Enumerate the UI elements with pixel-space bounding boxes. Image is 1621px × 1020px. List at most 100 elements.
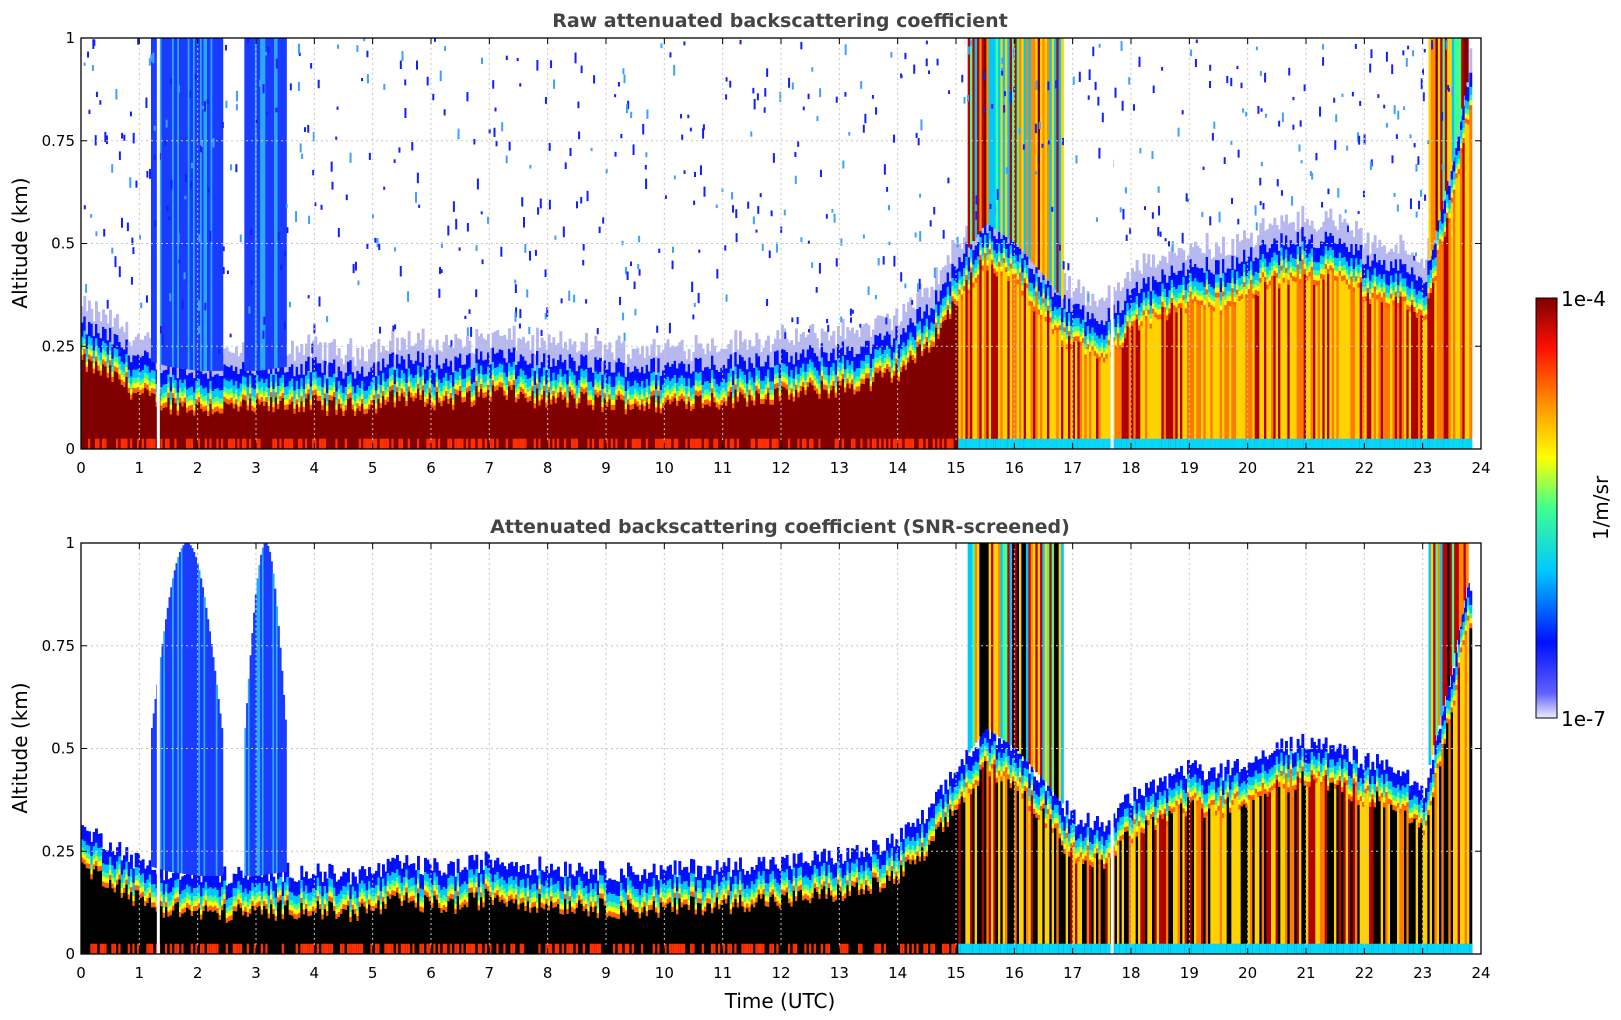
- heatmap-cell: [382, 381, 385, 387]
- heatmap-cell: [1334, 280, 1337, 449]
- heatmap-cell: [1170, 265, 1174, 280]
- heatmap-cell: [949, 318, 952, 449]
- heatmap-cell: [804, 438, 808, 449]
- heatmap-cell: [869, 438, 873, 449]
- heatmap-cell: [650, 373, 654, 382]
- heatmap-cell: [1390, 293, 1393, 299]
- heatmap-cell: [1243, 438, 1246, 449]
- heatmap-cell: [146, 366, 150, 375]
- heatmap-cell: [328, 342, 332, 363]
- heatmap-cell: [862, 324, 866, 347]
- heatmap-cell: [295, 381, 299, 390]
- heatmap-cell: [344, 387, 348, 396]
- heatmap-cell: [1420, 78, 1423, 90]
- heatmap-cell: [631, 371, 635, 386]
- heatmap-cell: [1016, 269, 1020, 275]
- heatmap-cell: [764, 389, 768, 395]
- heatmap-cell: [461, 402, 465, 449]
- heatmap-cell: [1040, 309, 1043, 315]
- heatmap-cell: [1254, 257, 1258, 272]
- heatmap-cell: [202, 438, 206, 449]
- heatmap-cell: [447, 403, 451, 449]
- heatmap-cell: [1217, 282, 1221, 288]
- heatmap-cell: [207, 406, 210, 412]
- heatmap-cell: [848, 383, 852, 389]
- heatmap-cell: [1373, 286, 1377, 292]
- heatmap-cell: [573, 361, 577, 376]
- heatmap-cell: [242, 399, 245, 449]
- heatmap-cell: [174, 393, 178, 399]
- heatmap-cell: [958, 284, 962, 290]
- heatmap-cell: [202, 374, 206, 389]
- heatmap-cell: [1418, 262, 1421, 277]
- heatmap-cell: [750, 377, 754, 386]
- heatmap-cell: [1371, 288, 1375, 294]
- heatmap-cell: [197, 402, 201, 449]
- heatmap-cell: [872, 382, 875, 449]
- heatmap-cell: [106, 377, 110, 449]
- heatmap-cell: [753, 405, 756, 449]
- heatmap-cell: [788, 389, 791, 395]
- heatmap-cell: [291, 396, 294, 402]
- heatmap-cell: [785, 339, 789, 353]
- heatmap-cell: [272, 389, 276, 398]
- heatmap-cell: [687, 396, 691, 402]
- heatmap-cell: [258, 438, 262, 449]
- heatmap-cell: [1166, 262, 1169, 283]
- heatmap-cell: [907, 352, 910, 358]
- heatmap-cell: [1147, 304, 1151, 310]
- heatmap-cell: [774, 378, 777, 384]
- heatmap-cell: [267, 406, 271, 412]
- heatmap-cell: [407, 438, 411, 449]
- heatmap-cell: [134, 355, 138, 371]
- heatmap-cell: [1196, 299, 1200, 305]
- heatmap-cell: [1322, 242, 1326, 257]
- heatmap-cell: [134, 388, 138, 394]
- heatmap-cell: [1292, 124, 1295, 130]
- heatmap-cell: [580, 391, 584, 449]
- heatmap-cell: [893, 360, 896, 366]
- heatmap-cell: [575, 385, 579, 394]
- heatmap-cell: [1161, 306, 1165, 449]
- heatmap-cell: [438, 350, 441, 366]
- heatmap-cell: [473, 405, 476, 449]
- heatmap-cell: [1140, 321, 1144, 327]
- heatmap-cell: [972, 438, 976, 449]
- heatmap-cell: [1261, 277, 1265, 449]
- heatmap-cell: [818, 388, 822, 394]
- heatmap-cell: [508, 371, 511, 377]
- heatmap-cell: [1096, 358, 1099, 449]
- heatmap-cell: [111, 381, 115, 449]
- heatmap-cell: [627, 399, 630, 405]
- heatmap-cell: [713, 345, 717, 365]
- heatmap-cell: [806, 372, 810, 378]
- heatmap-cell: [132, 369, 136, 378]
- heatmap-cell: [1002, 258, 1006, 264]
- heatmap-cell: [473, 367, 476, 383]
- heatmap-cell: [928, 329, 931, 338]
- heatmap-cell: [713, 397, 717, 403]
- heatmap-cell: [1068, 438, 1071, 449]
- heatmap-cell: [1294, 282, 1298, 449]
- heatmap-cell: [1219, 292, 1223, 301]
- heatmap-cell: [153, 356, 157, 371]
- heatmap-cell: [872, 377, 875, 383]
- heatmap-cell: [1016, 247, 1020, 262]
- heatmap-cell: [554, 388, 558, 394]
- heatmap-cell: [1289, 254, 1293, 263]
- heatmap-cell: [379, 370, 383, 386]
- heatmap-cell: [550, 399, 553, 405]
- heatmap-cell: [431, 397, 434, 403]
- heatmap-cell: [1278, 265, 1281, 274]
- heatmap-cell: [130, 362, 133, 377]
- heatmap-cell: [1296, 232, 1300, 247]
- heatmap-cell: [559, 354, 563, 369]
- heatmap-cell: [148, 390, 152, 396]
- heatmap-cell: [578, 398, 581, 404]
- heatmap-cell: [1161, 291, 1165, 297]
- heatmap-cell: [498, 381, 502, 387]
- heatmap-cell: [221, 38, 224, 371]
- heatmap-cell: [468, 340, 472, 354]
- heatmap-cell: [582, 378, 586, 384]
- heatmap-cell: [1166, 305, 1169, 311]
